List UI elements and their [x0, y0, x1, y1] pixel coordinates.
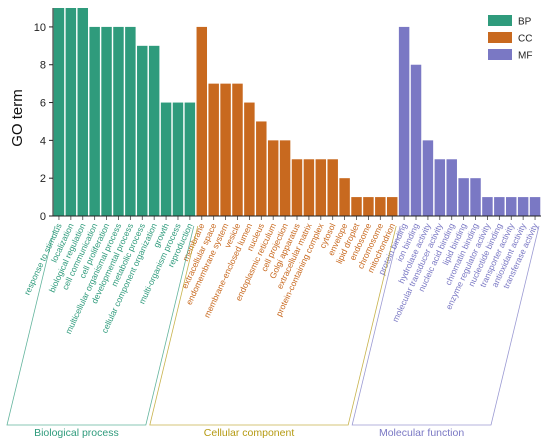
group-bracket-molecular-function	[351, 225, 540, 426]
y-tick-label: 6	[40, 98, 46, 110]
bar-reproduction	[184, 102, 196, 216]
bar-endomembrane-system	[220, 83, 231, 216]
legend: BP CC MF	[488, 15, 532, 62]
group-bracket-biological-process	[6, 225, 195, 426]
y-tick-label: 8	[40, 60, 46, 72]
group-label-molecular-function: Molecular function	[379, 427, 464, 439]
bar-biological-regulation	[77, 8, 88, 216]
bar-multi-organism-process	[172, 102, 184, 216]
bar-endoplasmic-reticulum	[267, 140, 279, 216]
group-brackets-layer: Biological process Cellular component Mole…	[6, 225, 540, 439]
bar-protein-binding	[398, 26, 410, 216]
category-labels-layer: response to stimuluslocalizationbiologic…	[22, 221, 540, 336]
bar-metabolic-process	[137, 45, 148, 216]
bar-envelope	[339, 178, 350, 216]
legend-label-cc: CC	[518, 34, 532, 45]
bar-lipid-binding	[458, 178, 469, 216]
bar-cytosol	[327, 159, 338, 216]
legend-label-mf: MF	[518, 51, 532, 62]
bar-extracellular-matrix	[303, 159, 315, 216]
bar-enzyme-regulator-activity	[482, 197, 493, 216]
group-label-cellular-component: Cellular component	[204, 427, 295, 439]
legend-swatch-mf	[488, 49, 512, 60]
bar-cell-proliferation	[101, 26, 112, 216]
bar-lipid-droplet	[351, 197, 362, 216]
bar-chromatin-binding	[470, 178, 481, 216]
y-axis-title: GO term	[9, 89, 26, 147]
bar-multicellular-organismal-process	[113, 26, 124, 216]
bar-extracellular-space	[208, 83, 219, 216]
bar-ion-binding	[410, 64, 422, 216]
bar-protein-containing-complex	[315, 159, 327, 216]
bar-vesicle	[232, 83, 243, 216]
bars-layer	[53, 8, 541, 216]
bar-antioxidant-activity	[517, 197, 529, 216]
bar-transporter-activity	[506, 197, 517, 216]
bar-golgi-apparatus	[291, 159, 303, 216]
y-tick-label: 10	[34, 22, 46, 34]
bar-chromosome	[375, 197, 386, 216]
legend-label-bp: BP	[518, 17, 532, 28]
bar-developmental-process	[125, 26, 136, 216]
bar-molecular-transducer-activity	[434, 159, 446, 216]
bar-nucleotide-binding	[494, 197, 505, 216]
bar-nucleus	[256, 121, 267, 216]
legend-swatch-bp	[488, 15, 512, 26]
bar-membrane-enclosed-lumen	[244, 102, 255, 216]
bar-endosome	[363, 197, 374, 216]
bar-cell-communication	[89, 26, 100, 216]
bar-nucleic-acid-binding	[446, 159, 457, 216]
bar-mitochondrion	[386, 197, 398, 216]
y-tick-label: 2	[40, 173, 46, 185]
bar-cellular-component-organization	[148, 45, 160, 216]
bar-hydrolase-activity	[422, 140, 434, 216]
axes-layer: 0 2 4 6 8 10	[34, 8, 541, 223]
group-label-biological-process: Biological process	[34, 427, 119, 439]
bar-response-to-stimulus	[53, 8, 65, 216]
y-tick-label: 0	[40, 211, 46, 223]
bar-growth	[160, 102, 172, 216]
bar-membrane	[196, 26, 208, 216]
group-bracket-cellular-component	[149, 225, 397, 426]
bar-transferase-activity	[529, 197, 541, 216]
legend-swatch-cc	[488, 32, 512, 43]
y-tick-label: 4	[40, 135, 46, 147]
bar-cell-projection	[279, 140, 291, 216]
bar-localization	[65, 8, 77, 216]
